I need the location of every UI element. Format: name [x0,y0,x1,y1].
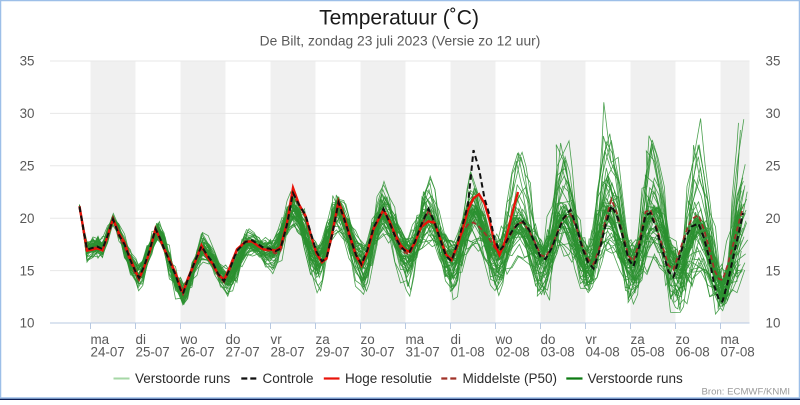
svg-text:Controle: Controle [263,371,314,386]
svg-text:20: 20 [766,211,781,226]
svg-text:25-07: 25-07 [136,345,170,360]
svg-text:04-08: 04-08 [586,345,620,360]
svg-text:di: di [136,332,146,347]
svg-text:03-08: 03-08 [541,345,575,360]
svg-text:27-07: 27-07 [226,345,260,360]
svg-text:07-08: 07-08 [721,345,755,360]
svg-text:ma: ma [406,332,425,347]
svg-text:28-07: 28-07 [271,345,305,360]
svg-text:za: za [631,332,646,347]
svg-text:25: 25 [766,159,781,174]
svg-text:10: 10 [20,316,35,331]
svg-text:Verstoorde runs: Verstoorde runs [588,371,684,386]
svg-text:ma: ma [91,332,110,347]
svg-text:Verstoorde runs: Verstoorde runs [135,371,231,386]
svg-text:30-07: 30-07 [361,345,395,360]
svg-text:15: 15 [20,263,35,278]
svg-text:vr: vr [271,332,283,347]
svg-text:do: do [541,332,556,347]
svg-text:26-07: 26-07 [181,345,215,360]
svg-text:wo: wo [495,332,513,347]
svg-text:zo: zo [361,332,375,347]
svg-text:35: 35 [766,54,781,69]
svg-text:31-07: 31-07 [406,345,440,360]
svg-text:Hoge resolutie: Hoge resolutie [345,371,432,386]
svg-text:30: 30 [20,106,35,121]
svg-text:wo: wo [180,332,198,347]
svg-text:29-07: 29-07 [316,345,350,360]
svg-text:25: 25 [20,159,35,174]
svg-text:ma: ma [721,332,740,347]
svg-text:za: za [316,332,331,347]
svg-text:zo: zo [676,332,690,347]
svg-text:do: do [226,332,241,347]
svg-text:De Bilt, zondag 23 juli 2023 (: De Bilt, zondag 23 juli 2023 (Versie zo … [260,34,541,49]
svg-text:01-08: 01-08 [451,345,485,360]
svg-text:35: 35 [20,54,35,69]
svg-text:10: 10 [766,316,781,331]
svg-text:20: 20 [20,211,35,226]
svg-text:Middelste (P50): Middelste (P50) [463,371,558,386]
svg-text:Temperatuur (˚C): Temperatuur (˚C) [319,7,479,30]
svg-text:06-08: 06-08 [676,345,710,360]
svg-text:05-08: 05-08 [631,345,665,360]
svg-text:24-07: 24-07 [91,345,125,360]
svg-text:30: 30 [766,106,781,121]
svg-text:15: 15 [766,263,781,278]
svg-text:02-08: 02-08 [496,345,530,360]
svg-text:vr: vr [586,332,598,347]
svg-text:di: di [451,332,461,347]
svg-text:Bron: ECMWF/KNMI: Bron: ECMWF/KNMI [702,387,790,398]
